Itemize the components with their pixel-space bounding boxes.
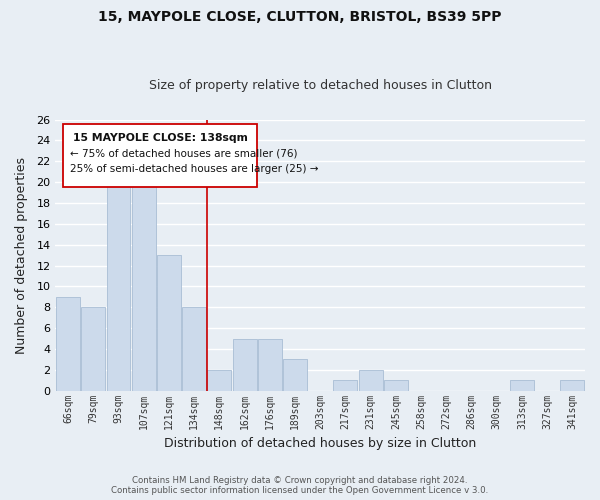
Bar bbox=[132, 162, 155, 390]
Bar bbox=[107, 172, 130, 390]
Text: ← 75% of detached houses are smaller (76): ← 75% of detached houses are smaller (76… bbox=[70, 148, 298, 158]
Bar bbox=[56, 297, 80, 390]
Text: Contains HM Land Registry data © Crown copyright and database right 2024.
Contai: Contains HM Land Registry data © Crown c… bbox=[112, 476, 488, 495]
Bar bbox=[157, 255, 181, 390]
Bar bbox=[233, 338, 257, 390]
Y-axis label: Number of detached properties: Number of detached properties bbox=[15, 156, 28, 354]
Bar bbox=[208, 370, 232, 390]
Bar bbox=[258, 338, 282, 390]
FancyBboxPatch shape bbox=[64, 124, 257, 188]
Bar bbox=[359, 370, 383, 390]
Text: 15 MAYPOLE CLOSE: 138sqm: 15 MAYPOLE CLOSE: 138sqm bbox=[73, 133, 247, 143]
Title: Size of property relative to detached houses in Clutton: Size of property relative to detached ho… bbox=[149, 79, 492, 92]
Bar bbox=[283, 360, 307, 390]
Bar bbox=[182, 307, 206, 390]
Text: 25% of semi-detached houses are larger (25) →: 25% of semi-detached houses are larger (… bbox=[70, 164, 319, 174]
Bar bbox=[334, 380, 358, 390]
Bar bbox=[384, 380, 408, 390]
Text: 15, MAYPOLE CLOSE, CLUTTON, BRISTOL, BS39 5PP: 15, MAYPOLE CLOSE, CLUTTON, BRISTOL, BS3… bbox=[98, 10, 502, 24]
Bar bbox=[81, 307, 105, 390]
Bar bbox=[510, 380, 534, 390]
X-axis label: Distribution of detached houses by size in Clutton: Distribution of detached houses by size … bbox=[164, 437, 476, 450]
Bar bbox=[560, 380, 584, 390]
